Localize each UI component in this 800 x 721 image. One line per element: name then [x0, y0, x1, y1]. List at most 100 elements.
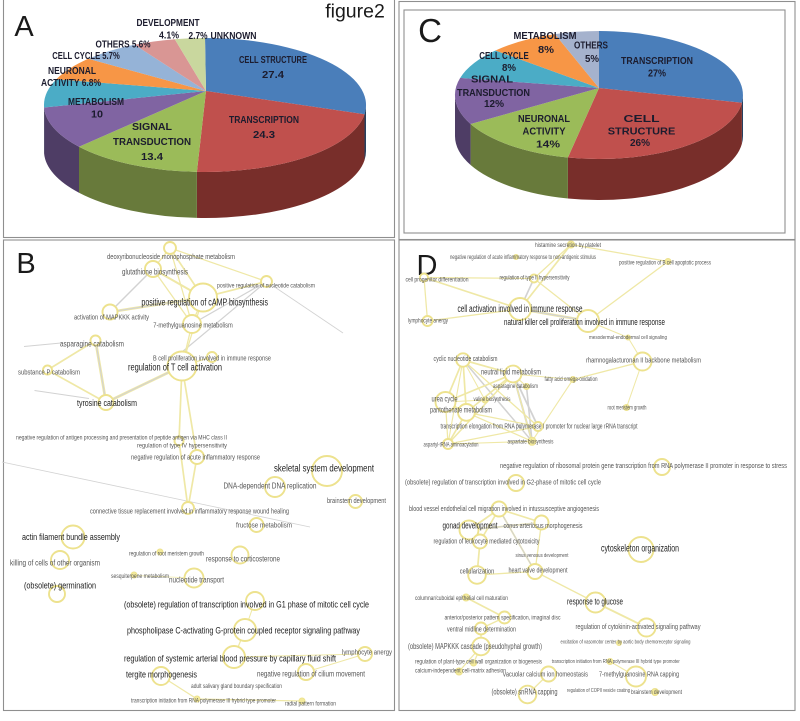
svg-text:nucleotide transport: nucleotide transport [169, 576, 225, 585]
svg-text:transcription elongation from: transcription elongation from RNA polyme… [441, 424, 638, 431]
svg-text:natural killer cell proliferat: natural killer cell proliferation involv… [504, 317, 665, 327]
svg-text:lymphocyte anergy: lymphocyte anergy [342, 650, 392, 657]
svg-text:asparagine catabolism: asparagine catabolism [493, 383, 538, 390]
svg-text:TRANSDUCTION: TRANSDUCTION [457, 88, 530, 99]
svg-text:regulation of cytokinin-activa: regulation of cytokinin-activated signal… [576, 622, 701, 631]
svg-text:pantothenate metabolism: pantothenate metabolism [430, 405, 492, 415]
svg-text:CELL CYCLE 5.7%: CELL CYCLE 5.7% [52, 51, 120, 62]
svg-text:mesodermal-endodermal cell sig: mesodermal-endodermal cell signaling [589, 335, 667, 341]
svg-text:anterior/posterior pattern spe: anterior/posterior pattern specification… [445, 615, 562, 622]
svg-text:fructose metabolism: fructose metabolism [236, 521, 292, 530]
svg-text:blood vessel endothelial cell: blood vessel endothelial cell migration … [409, 506, 599, 513]
svg-text:regulation of leukocyte mediat: regulation of leukocyte mediated cytotox… [434, 539, 540, 546]
svg-text:TRANSCRIPTION: TRANSCRIPTION [621, 56, 693, 67]
svg-text:radial pattern formation: radial pattern formation [285, 701, 336, 708]
svg-text:7-methylguanosine metabolism: 7-methylguanosine metabolism [153, 321, 233, 330]
svg-text:vacuolar calcium ion homeostas: vacuolar calcium ion homeostasis [503, 670, 588, 679]
svg-text:NEURONAL: NEURONAL [518, 114, 570, 125]
svg-text:(obsolete) germination: (obsolete) germination [24, 581, 96, 591]
svg-text:(obsolete) MAPKKK cascade (pse: (obsolete) MAPKKK cascade (pseudohyphal … [408, 642, 542, 651]
svg-text:aspartate biosynthesis: aspartate biosynthesis [508, 439, 555, 446]
svg-text:aspartyl-tRNA aminoacylation: aspartyl-tRNA aminoacylation [424, 443, 479, 449]
svg-text:conus arteriosus morphogenesis: conus arteriosus morphogenesis [504, 523, 583, 530]
svg-text:phospholipase C-activating G-p: phospholipase C-activating G-protein cou… [127, 626, 360, 636]
svg-text:glutathione biosynthesis: glutathione biosynthesis [122, 267, 188, 277]
svg-text:brainstem development: brainstem development [327, 498, 386, 505]
svg-text:regulation of systemic arteria: regulation of systemic arterial blood pr… [124, 654, 336, 664]
svg-text:negative regulation of cilium: negative regulation of cilium movement [257, 670, 366, 679]
svg-text:cellularization: cellularization [460, 567, 495, 576]
svg-text:figure2: figure2 [325, 1, 385, 23]
svg-text:regulation of plant-type cell: regulation of plant-type cell wall organ… [415, 659, 543, 666]
svg-text:negative regulation of acute i: negative regulation of acute inflammator… [450, 255, 596, 261]
svg-text:transcription initiation from: transcription initiation from RNA polyme… [552, 659, 680, 665]
svg-text:DEVELOPMENT: DEVELOPMENT [137, 18, 200, 29]
svg-text:C: C [418, 12, 442, 49]
svg-text:killing of cells of other orga: killing of cells of other organism [10, 559, 100, 568]
svg-text:UNKNOWN: UNKNOWN [211, 31, 257, 42]
svg-text:tergite morphogenesis: tergite morphogenesis [126, 670, 197, 680]
svg-text:cyclic nucleotide catabolism: cyclic nucleotide catabolism [434, 356, 498, 363]
svg-text:brainstem development: brainstem development [631, 689, 682, 696]
svg-text:27.4: 27.4 [262, 70, 284, 81]
svg-text:14%: 14% [536, 140, 560, 151]
svg-text:SIGNAL: SIGNAL [471, 75, 513, 86]
svg-text:8%: 8% [502, 63, 516, 74]
svg-text:(obsolete) snRNA capping: (obsolete) snRNA capping [492, 688, 558, 697]
svg-text:A: A [14, 11, 34, 43]
svg-text:heart valve development: heart valve development [509, 566, 569, 575]
svg-text:B: B [16, 248, 35, 280]
svg-text:8%: 8% [538, 45, 554, 56]
svg-text:histamine secretion by platele: histamine secretion by platelet [535, 242, 601, 249]
svg-text:(obsolete) regulation of trans: (obsolete) regulation of transcription i… [124, 600, 369, 610]
svg-text:lymphocyte anergy: lymphocyte anergy [408, 318, 449, 325]
svg-text:negative regulation of acute i: negative regulation of acute inflammator… [131, 455, 260, 462]
svg-text:sinus venosus development: sinus venosus development [516, 553, 569, 559]
svg-text:24.3: 24.3 [253, 130, 275, 141]
svg-text:ACTIVITY 6.8%: ACTIVITY 6.8% [41, 78, 101, 89]
svg-text:substance P catabolism: substance P catabolism [18, 368, 80, 377]
svg-text:fatty acid omega-oxidation: fatty acid omega-oxidation [545, 377, 598, 383]
svg-text:B cell proliferation involved: B cell proliferation involved in immune … [153, 356, 271, 363]
svg-text:CELL: CELL [624, 114, 660, 125]
svg-text:deoxyribonucleoside monophosph: deoxyribonucleoside monophosphate metabo… [107, 254, 235, 261]
svg-text:cell activation involved in im: cell activation involved in immune respo… [458, 304, 583, 315]
svg-text:calcium-independent cell-matri: calcium-independent cell-matrix adhesion [415, 668, 506, 675]
svg-text:excitation of vasomotor center: excitation of vasomotor center by aortic… [561, 640, 691, 646]
svg-text:gonad development: gonad development [443, 521, 498, 531]
svg-text:regulation of root meristem gr: regulation of root meristem growth [129, 551, 204, 558]
svg-text:regulation of COPII vesicle co: regulation of COPII vesicle coating [567, 688, 630, 694]
svg-text:negative regulation of antigen: negative regulation of antigen processin… [16, 435, 227, 442]
svg-text:TRANSDUCTION: TRANSDUCTION [113, 137, 191, 148]
svg-text:response to corticosterone: response to corticosterone [206, 555, 280, 564]
svg-text:(obsolete) regulation of trans: (obsolete) regulation of transcription i… [405, 480, 601, 487]
svg-text:27%: 27% [648, 69, 666, 80]
svg-text:10: 10 [91, 110, 103, 121]
svg-text:connective tissue replacement: connective tissue replacement involved i… [90, 509, 289, 516]
svg-text:urea cycle: urea cycle [432, 394, 458, 404]
svg-text:13.4: 13.4 [141, 152, 163, 163]
svg-text:columnar/cuboidal epithelial c: columnar/cuboidal epithelial cell matura… [415, 596, 508, 602]
svg-text:cell progenitor differentiatio: cell progenitor differentiation [406, 277, 469, 284]
svg-text:tyrosine catabolism: tyrosine catabolism [77, 398, 137, 408]
svg-text:2.7%: 2.7% [189, 31, 208, 42]
svg-text:positive regulation of cAMP bi: positive regulation of cAMP biosynthesis [141, 298, 268, 309]
svg-text:neutral lipid metabolism: neutral lipid metabolism [481, 367, 541, 377]
svg-text:adult salivary gland boundary: adult salivary gland boundary specificat… [191, 683, 282, 690]
svg-text:response to glucose: response to glucose [567, 597, 623, 608]
svg-text:26%: 26% [630, 138, 650, 149]
svg-text:ventral midline determination: ventral midline determination [447, 627, 516, 634]
svg-text:asparagine catabolism: asparagine catabolism [60, 340, 124, 349]
svg-text:12%: 12% [484, 99, 504, 110]
svg-text:transcription initiation from: transcription initiation from RNA polyme… [131, 698, 277, 705]
svg-text:SIGNAL: SIGNAL [132, 122, 172, 133]
svg-text:STRUCTURE: STRUCTURE [608, 127, 676, 138]
svg-text:regulation of T cell activatio: regulation of T cell activation [128, 363, 222, 374]
svg-text:METABOLISM: METABOLISM [68, 97, 124, 108]
svg-text:actin filament bundle assembly: actin filament bundle assembly [22, 532, 120, 542]
svg-text:4.1%: 4.1% [159, 31, 179, 42]
svg-text:OTHERS 5.6%: OTHERS 5.6% [96, 40, 151, 51]
svg-text:OTHERS: OTHERS [574, 41, 608, 52]
svg-text:rhamnogalacturonan II backbone: rhamnogalacturonan II backbone metabolis… [586, 358, 701, 365]
svg-text:ACTIVITY: ACTIVITY [523, 127, 566, 138]
